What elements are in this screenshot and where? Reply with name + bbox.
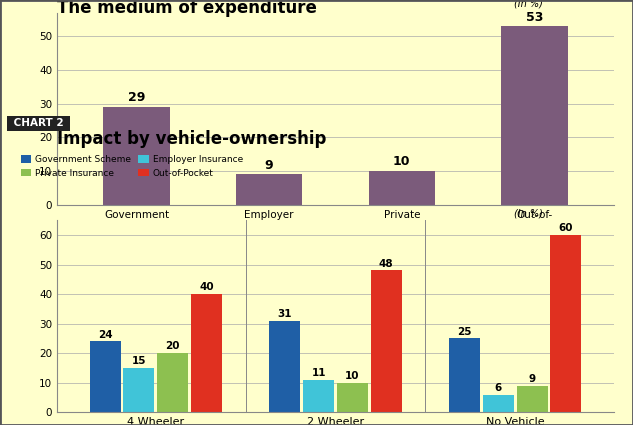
Text: 6: 6 [495,383,502,393]
Text: 20: 20 [165,341,180,351]
Bar [550,235,581,412]
Text: 10: 10 [393,156,411,168]
Bar [270,320,301,412]
Bar [368,171,435,205]
Text: (In %): (In %) [514,208,542,218]
Text: 31: 31 [278,309,292,319]
Text: 9: 9 [529,374,536,384]
Bar [103,107,170,205]
Text: 10: 10 [345,371,360,381]
Text: 29: 29 [128,91,145,105]
Text: CHART 2: CHART 2 [9,119,67,128]
Text: 11: 11 [311,368,326,378]
Text: 24: 24 [98,329,113,340]
Text: 15: 15 [132,356,146,366]
Bar [501,26,568,205]
Bar [191,294,222,412]
Text: 60: 60 [558,223,573,233]
Bar [157,353,188,412]
Text: 9: 9 [265,159,273,172]
Text: 25: 25 [458,326,472,337]
Bar [449,338,480,412]
Bar [123,368,154,412]
Text: (In %): (In %) [514,0,542,9]
Legend: Government Scheme, Private Insurance, Employer Insurance, Out-of-Pocket: Government Scheme, Private Insurance, Em… [17,152,246,181]
Bar [90,341,121,412]
Bar [236,175,303,205]
Bar [517,385,548,412]
Text: 48: 48 [379,259,393,269]
Bar [370,270,401,412]
Text: 53: 53 [526,11,543,23]
Text: The medium of expenditure: The medium of expenditure [57,0,317,17]
Bar [337,382,368,412]
Bar [303,380,334,412]
Text: Impact by vehicle-ownership: Impact by vehicle-ownership [57,130,327,148]
Text: 40: 40 [199,282,214,292]
Bar [483,394,514,412]
